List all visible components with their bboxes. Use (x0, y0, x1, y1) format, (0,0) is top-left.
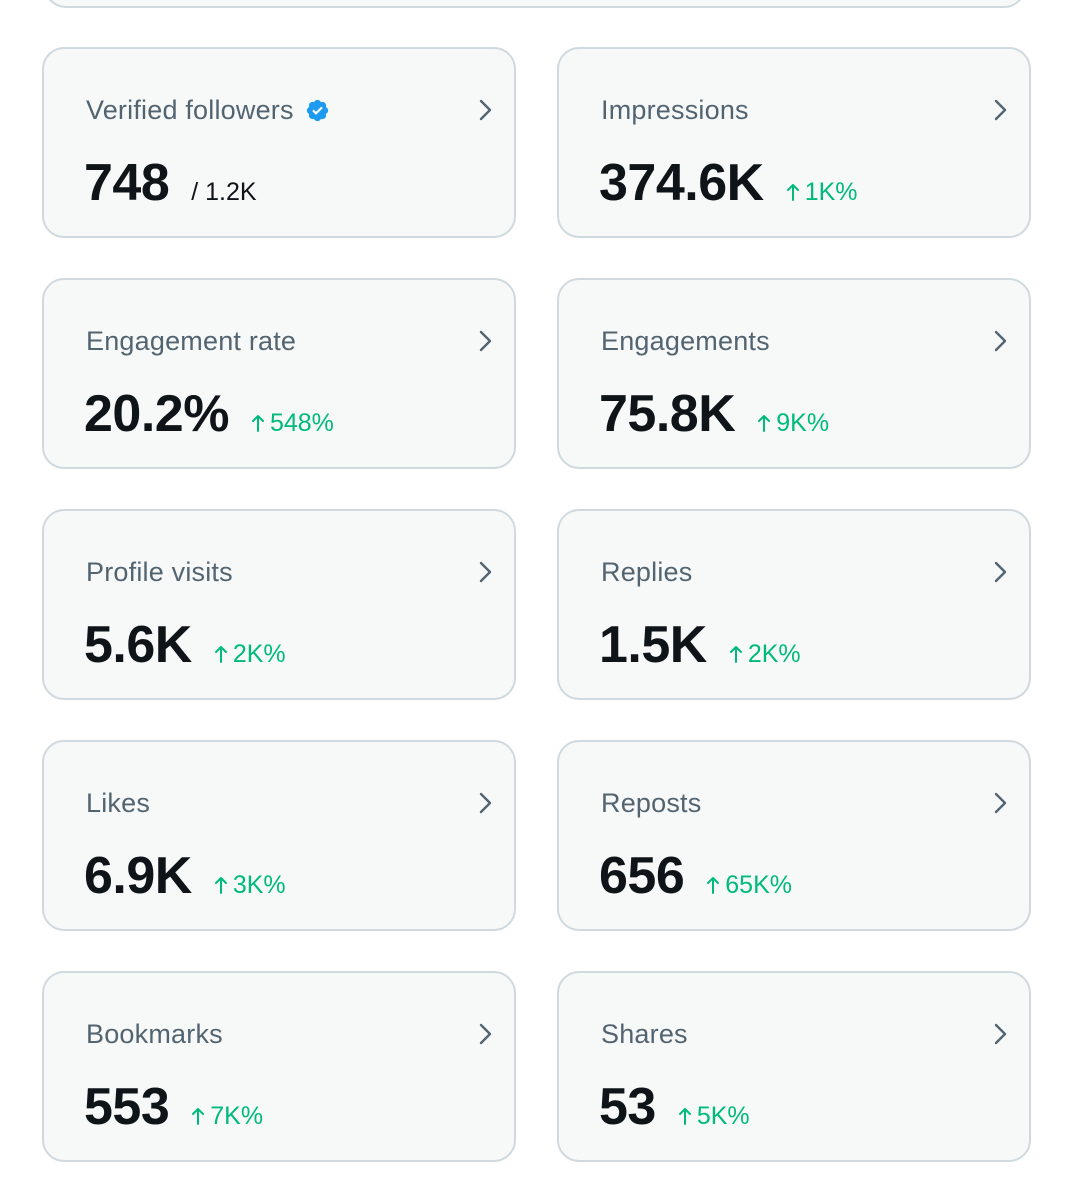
chevron-right-icon (475, 327, 497, 355)
arrow-up-icon (729, 644, 743, 664)
metric-change-value: 2K% (233, 640, 286, 669)
metric-label: Verified followers (86, 95, 330, 126)
metric-card-shares[interactable]: Shares 53 5K% (557, 971, 1031, 1162)
chevron-right-icon (475, 558, 497, 586)
metrics-grid: Verified followers 748 / 1.2K Impression… (42, 47, 1032, 1162)
metric-change: 9K% (757, 409, 829, 438)
metric-card-bookmarks[interactable]: Bookmarks 553 7K% (42, 971, 516, 1162)
metric-label: Reposts (601, 788, 701, 819)
metric-value: 553 (84, 1077, 169, 1137)
metric-change-value: 548% (270, 409, 334, 438)
chevron-right-icon (475, 96, 497, 124)
metric-total: / 1.2K (191, 178, 256, 207)
chevron-right-icon (990, 558, 1012, 586)
metric-change: 2K% (214, 640, 286, 669)
metric-value-row: 553 7K% (84, 1077, 263, 1137)
metric-change: 1K% (786, 178, 858, 207)
metric-value: 20.2% (84, 384, 229, 444)
metric-value: 748 (84, 153, 169, 213)
metric-card-engagement-rate[interactable]: Engagement rate 20.2% 548% (42, 278, 516, 469)
metric-change: 7K% (191, 1102, 263, 1131)
metric-value-row: 6.9K 3K% (84, 846, 286, 906)
metric-change: 2K% (729, 640, 801, 669)
metric-value: 1.5K (599, 615, 707, 675)
metric-card-impressions[interactable]: Impressions 374.6K 1K% (557, 47, 1031, 238)
metric-label: Replies (601, 557, 692, 588)
metric-value-row: 1.5K 2K% (599, 615, 801, 675)
metric-value: 53 (599, 1077, 656, 1137)
metric-label: Engagements (601, 326, 770, 357)
arrow-up-icon (786, 182, 800, 202)
chevron-right-icon (475, 1020, 497, 1048)
arrow-up-icon (214, 644, 228, 664)
arrow-up-icon (191, 1106, 205, 1126)
chevron-right-icon (990, 96, 1012, 124)
chevron-right-icon (475, 789, 497, 817)
metric-change: 548% (251, 409, 334, 438)
metric-change-value: 7K% (210, 1102, 263, 1131)
chevron-right-icon (990, 1020, 1012, 1048)
metric-change: 65K% (706, 871, 792, 900)
metric-change: 5K% (678, 1102, 750, 1131)
metric-value: 656 (599, 846, 684, 906)
metric-card-engagements[interactable]: Engagements 75.8K 9K% (557, 278, 1031, 469)
metric-card-reposts[interactable]: Reposts 656 65K% (557, 740, 1031, 931)
arrow-up-icon (706, 875, 720, 895)
metric-value: 6.9K (84, 846, 192, 906)
metric-change-value: 1K% (805, 178, 858, 207)
metric-value-row: 75.8K 9K% (599, 384, 829, 444)
metric-label: Shares (601, 1019, 688, 1050)
metric-value-row: 374.6K 1K% (599, 153, 858, 213)
metric-change-value: 5K% (697, 1102, 750, 1131)
metric-label: Likes (86, 788, 150, 819)
metric-value-row: 5.6K 2K% (84, 615, 286, 675)
metric-change-value: 9K% (776, 409, 829, 438)
metric-card-likes[interactable]: Likes 6.9K 3K% (42, 740, 516, 931)
metric-label: Impressions (601, 95, 749, 126)
arrow-up-icon (214, 875, 228, 895)
verified-badge-icon (305, 98, 330, 123)
metric-card-verified-followers[interactable]: Verified followers 748 / 1.2K (42, 47, 516, 238)
arrow-up-icon (757, 413, 771, 433)
metric-label-text: Verified followers (86, 95, 294, 126)
metric-card-replies[interactable]: Replies 1.5K 2K% (557, 509, 1031, 700)
metric-label: Profile visits (86, 557, 233, 588)
metric-value-row: 53 5K% (599, 1077, 750, 1137)
metric-change-value: 2K% (748, 640, 801, 669)
arrow-up-icon (251, 413, 265, 433)
metric-value: 75.8K (599, 384, 735, 444)
metric-value-row: 656 65K% (599, 846, 792, 906)
chevron-right-icon (990, 327, 1012, 355)
arrow-up-icon (678, 1106, 692, 1126)
metric-card-profile-visits[interactable]: Profile visits 5.6K 2K% (42, 509, 516, 700)
metric-change: 3K% (214, 871, 286, 900)
metric-value-row: 748 / 1.2K (84, 153, 257, 213)
metric-change-value: 65K% (725, 871, 792, 900)
metric-value: 5.6K (84, 615, 192, 675)
metric-value-row: 20.2% 548% (84, 384, 334, 444)
previous-card-edge (44, 0, 1026, 8)
metric-change-value: 3K% (233, 871, 286, 900)
metric-label: Engagement rate (86, 326, 296, 357)
chevron-right-icon (990, 789, 1012, 817)
metric-value: 374.6K (599, 153, 764, 213)
metric-label: Bookmarks (86, 1019, 223, 1050)
